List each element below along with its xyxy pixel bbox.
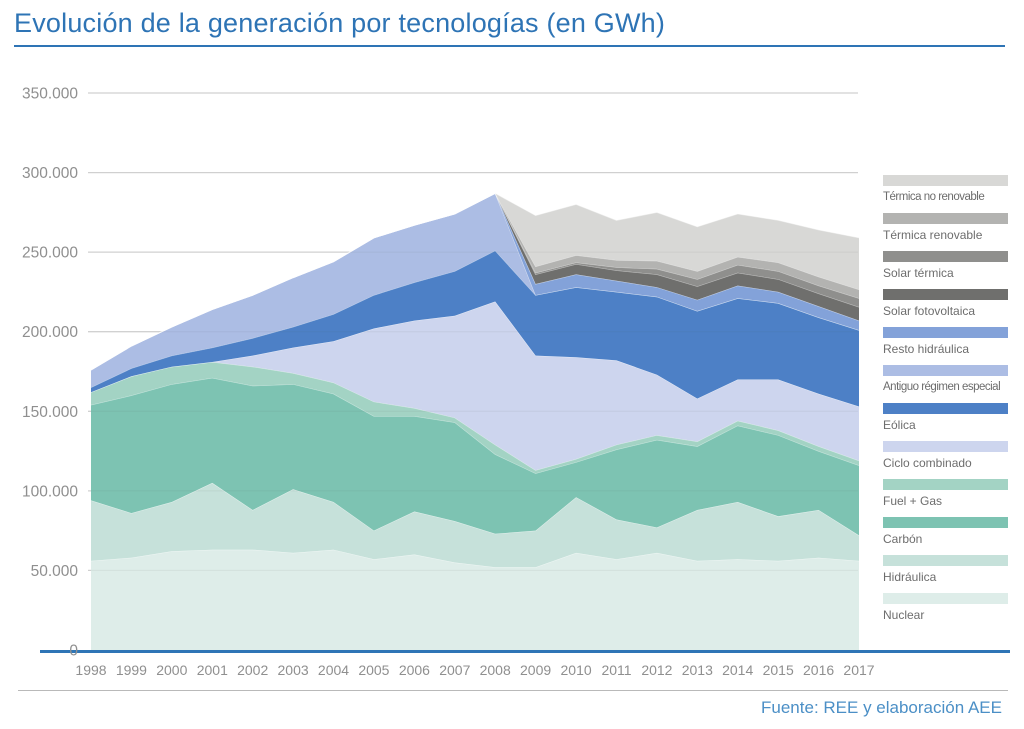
- x-tick-label: 2009: [520, 662, 551, 678]
- x-tick-label: 2015: [763, 662, 794, 678]
- legend-swatch-termica_no_renovable: [883, 175, 1008, 186]
- legend-swatch-nuclear: [883, 593, 1008, 604]
- legend-item-hidraulica: Hidráulica: [883, 555, 1008, 584]
- y-tick-label: 50.000: [31, 563, 79, 580]
- x-tick-label: 2010: [561, 662, 592, 678]
- y-tick-label: 150.000: [22, 404, 78, 421]
- legend-label-eolica: Eólica: [883, 418, 916, 432]
- x-tick-label: 2006: [399, 662, 430, 678]
- legend-swatch-solar_fotovoltaica: [883, 289, 1008, 300]
- legend-label-solar_fotovoltaica: Solar fotovoltaica: [883, 304, 976, 318]
- x-tick-label: 2000: [156, 662, 187, 678]
- title-underline: [14, 45, 1005, 47]
- legend-swatch-solar_termica: [883, 251, 1008, 262]
- x-tick-label: 2004: [318, 662, 349, 678]
- legend-swatch-eolica: [883, 403, 1008, 414]
- legend-item-ciclo_combinado: Ciclo combinado: [883, 441, 1008, 470]
- area-band-ciclo_combinado: [91, 301, 859, 471]
- legend-swatch-hidraulica: [883, 555, 1008, 566]
- x-tick-label: 2016: [803, 662, 834, 678]
- legend-swatch-resto_hidraulica: [883, 327, 1008, 338]
- area-band-fuel_gas: [91, 362, 859, 474]
- legend-item-solar_termica: Solar térmica: [883, 251, 1008, 280]
- legend-swatch-termica_renovable: [883, 213, 1008, 224]
- legend-swatch-antiguo_regimen_especial: [883, 365, 1008, 376]
- x-tick-label: 2007: [439, 662, 470, 678]
- legend-item-fuel_gas: Fuel + Gas: [883, 479, 1008, 508]
- x-tick-label: 2002: [237, 662, 268, 678]
- x-tick-label: 2017: [843, 662, 874, 678]
- y-tick-label: 100.000: [22, 483, 78, 500]
- legend-swatch-fuel_gas: [883, 479, 1008, 490]
- legend-label-fuel_gas: Fuel + Gas: [883, 494, 943, 508]
- legend-item-termica_no_renovable: Térmica no renovable: [883, 175, 1008, 204]
- legend-item-carbon: Carbón: [883, 517, 1008, 546]
- legend-item-termica_renovable: Térmica renovable: [883, 213, 1008, 242]
- area-band-carbon: [91, 377, 859, 536]
- area-band-antiguo_regimen_especial: [91, 193, 859, 388]
- area-band-nuclear: [91, 549, 859, 650]
- legend-label-ciclo_combinado: Ciclo combinado: [883, 456, 972, 470]
- x-tick-label: 2008: [480, 662, 511, 678]
- area-band-hidraulica: [91, 482, 859, 568]
- legend-item-eolica: Eólica: [883, 403, 1008, 432]
- legend-item-resto_hidraulica: Resto hidráulica: [883, 327, 1008, 356]
- legend-swatch-ciclo_combinado: [883, 441, 1008, 452]
- legend-item-nuclear: Nuclear: [883, 593, 1008, 622]
- x-tick-label: 2003: [278, 662, 309, 678]
- x-tick-label: 1999: [116, 662, 147, 678]
- x-tick-label: 2001: [197, 662, 228, 678]
- y-tick-label: 350.000: [22, 86, 78, 103]
- legend-label-carbon: Carbón: [883, 532, 923, 546]
- x-tick-label: 2005: [358, 662, 389, 678]
- legend-label-solar_termica: Solar térmica: [883, 266, 954, 280]
- area-band-solar_termica: [91, 193, 859, 370]
- legend-item-antiguo_regimen_especial: Antiguo régimen especial: [883, 365, 1008, 394]
- legend-label-antiguo_regimen_especial: Antiguo régimen especial: [883, 381, 1001, 393]
- x-tick-label: 2011: [601, 662, 631, 678]
- chart-legend: Térmica no renovable Térmica renovable Sol…: [883, 175, 1008, 631]
- x-tick-label: 2014: [722, 662, 753, 678]
- legend-label-resto_hidraulica: Resto hidráulica: [883, 342, 970, 356]
- x-tick-label: 2013: [682, 662, 713, 678]
- legend-item-solar_fotovoltaica: Solar fotovoltaica: [883, 289, 1008, 318]
- legend-label-nuclear: Nuclear: [883, 608, 925, 622]
- y-tick-label: 0: [69, 643, 78, 660]
- legend-swatch-carbon: [883, 517, 1008, 528]
- y-tick-label: 200.000: [22, 324, 78, 341]
- legend-label-hidraulica: Hidráulica: [883, 570, 937, 584]
- area-band-termica_no_renovable: [91, 193, 859, 370]
- area-band-edge-termica_no_renovable: [90, 192, 860, 371]
- x-tick-label: 1998: [75, 662, 106, 678]
- y-tick-label: 300.000: [22, 165, 78, 182]
- area-band-eolica: [91, 250, 859, 407]
- source-caption: Fuente: REE y elaboración AEE: [761, 698, 1002, 717]
- x-tick-label: 2012: [641, 662, 672, 678]
- footer-divider: [18, 690, 1008, 691]
- y-tick-label: 250.000: [22, 245, 78, 262]
- legend-label-termica_no_renovable: Térmica no renovable: [883, 191, 985, 203]
- page-title: Evolución de la generación por tecnologí…: [14, 8, 666, 38]
- legend-label-termica_renovable: Térmica renovable: [883, 228, 983, 242]
